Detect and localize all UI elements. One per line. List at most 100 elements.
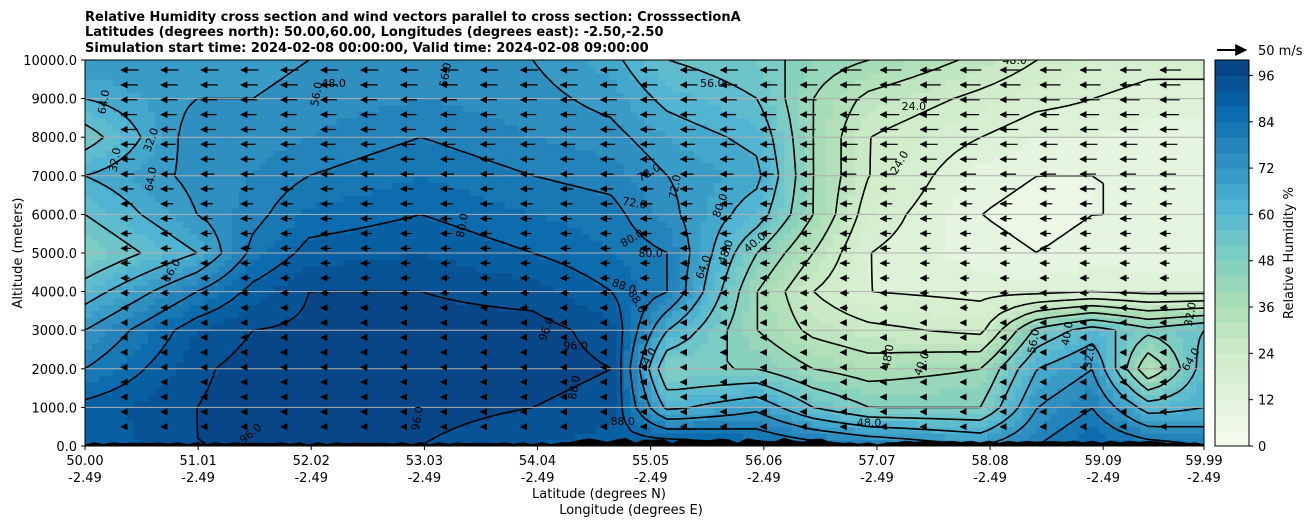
rh-cell <box>434 66 443 74</box>
rh-cell <box>567 162 576 170</box>
rh-cell <box>371 285 380 293</box>
rh-cell <box>574 413 583 421</box>
rh-cell <box>595 343 604 351</box>
rh-cell <box>308 124 317 132</box>
rh-cell <box>98 79 107 87</box>
rh-cell <box>539 92 548 100</box>
rh-cell <box>441 105 450 113</box>
rh-cell <box>252 355 261 363</box>
rh-cell <box>224 79 233 87</box>
rh-cell <box>504 79 513 87</box>
rh-cell <box>168 355 177 363</box>
rh-cell <box>301 156 310 164</box>
rh-cell <box>133 330 142 338</box>
rh-cell <box>490 298 499 306</box>
rh-cell <box>609 162 618 170</box>
rh-cell <box>434 336 443 344</box>
rh-cell <box>420 162 429 170</box>
rh-cell <box>105 117 114 125</box>
rh-cell <box>203 394 212 402</box>
rh-cell <box>175 375 184 383</box>
rh-cell <box>616 175 625 183</box>
rh-cell <box>371 72 380 80</box>
rh-cell <box>546 439 555 446</box>
rh-cell <box>497 291 506 299</box>
rh-cell <box>623 420 632 428</box>
rh-cell <box>623 60 632 68</box>
rh-cell <box>224 407 233 415</box>
rh-cell <box>357 323 366 331</box>
rh-cell <box>462 388 471 396</box>
rh-cell <box>294 66 303 74</box>
rh-cell <box>504 175 513 183</box>
rh-cell <box>609 143 618 151</box>
rh-cell <box>588 330 597 338</box>
rh-cell <box>203 117 212 125</box>
rh-cell <box>231 98 240 106</box>
rh-cell <box>238 433 247 441</box>
rh-cell <box>238 240 247 248</box>
rh-cell <box>119 400 128 408</box>
rh-cell <box>532 111 541 119</box>
rh-cell <box>161 317 170 325</box>
rh-cell <box>280 240 289 248</box>
rh-cell <box>343 240 352 248</box>
rh-cell <box>238 388 247 396</box>
rh-cell <box>378 265 387 273</box>
rh-cell <box>147 388 156 396</box>
rh-cell <box>567 195 576 203</box>
rh-cell <box>602 413 611 421</box>
rh-cell <box>630 162 639 170</box>
rh-cell <box>85 240 93 248</box>
rh-cell <box>301 265 310 273</box>
rh-cell <box>266 349 275 357</box>
rh-cell <box>329 343 338 351</box>
rh-cell <box>497 85 506 93</box>
rh-cell <box>126 388 135 396</box>
rh-cell <box>168 343 177 351</box>
rh-cell <box>651 117 660 125</box>
rh-cell <box>546 336 555 344</box>
rh-cell <box>308 362 317 370</box>
rh-cell <box>266 426 275 434</box>
rh-cell <box>539 388 548 396</box>
rh-cell <box>574 188 583 196</box>
rh-cell <box>420 156 429 164</box>
rh-cell <box>336 207 345 215</box>
rh-cell <box>154 362 163 370</box>
rh-cell <box>224 368 233 376</box>
rh-cell <box>231 253 240 261</box>
rh-cell <box>371 317 380 325</box>
rh-cell <box>224 156 233 164</box>
rh-cell <box>504 201 513 209</box>
rh-cell <box>371 304 380 312</box>
rh-cell <box>385 336 394 344</box>
rh-cell <box>658 85 667 93</box>
rh-cell <box>476 355 485 363</box>
rh-cell <box>287 439 296 446</box>
rh-cell <box>434 253 443 261</box>
rh-cell <box>609 355 618 363</box>
rh-cell <box>168 349 177 357</box>
rh-cell <box>105 92 114 100</box>
rh-cell <box>420 105 429 113</box>
rh-cell <box>126 362 135 370</box>
rh-cell <box>581 349 590 357</box>
rh-cell <box>553 201 562 209</box>
rh-cell <box>574 79 583 87</box>
rh-cell <box>196 400 205 408</box>
rh-cell <box>651 265 660 273</box>
rh-cell <box>364 433 373 441</box>
rh-cell <box>105 368 114 376</box>
rh-cell <box>203 92 212 100</box>
rh-cell <box>469 304 478 312</box>
rh-cell <box>525 285 534 293</box>
rh-cell <box>273 259 282 267</box>
rh-cell <box>203 137 212 145</box>
rh-cell <box>581 336 590 344</box>
rh-cell <box>504 124 513 132</box>
rh-cell <box>280 156 289 164</box>
rh-cell <box>203 105 212 113</box>
rh-cell <box>357 426 366 434</box>
rh-cell <box>350 426 359 434</box>
